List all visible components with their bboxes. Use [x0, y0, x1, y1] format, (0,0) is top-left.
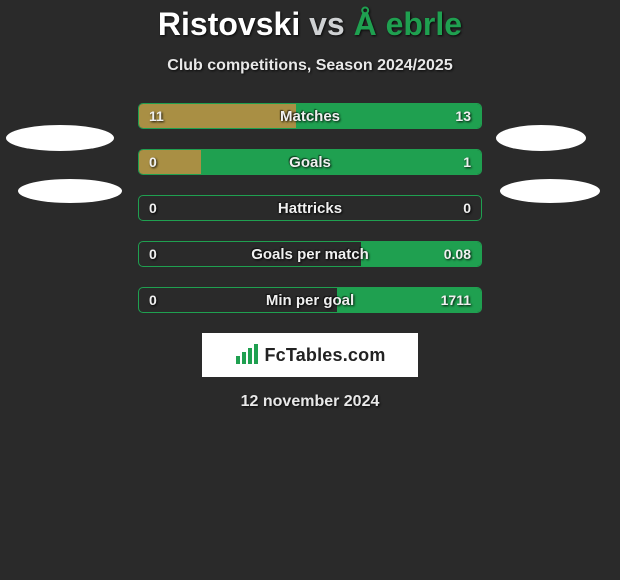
stat-row: 1113Matches — [138, 103, 482, 129]
subtitle: Club competitions, Season 2024/2025 — [0, 57, 620, 75]
stat-label: Matches — [139, 104, 481, 128]
vs-separator: vs — [300, 6, 353, 42]
stat-label: Hattricks — [139, 196, 481, 220]
decor-ellipse — [496, 125, 586, 151]
decor-ellipse — [6, 125, 114, 151]
brand-badge: FcTables.com — [202, 333, 418, 377]
stat-row: 01Goals — [138, 149, 482, 175]
decor-ellipse — [500, 179, 600, 203]
brand-text: FcTables.com — [264, 345, 385, 366]
stat-label: Goals — [139, 150, 481, 174]
decor-ellipse — [18, 179, 122, 203]
stat-rows: 1113Matches 01Goals 00Hattricks 00.08Goals … — [138, 103, 482, 313]
stat-label: Goals per match — [139, 242, 481, 266]
player2-name: Å ebrle — [354, 6, 462, 42]
player1-name: Ristovski — [158, 6, 300, 42]
stat-row: 00Hattricks — [138, 195, 482, 221]
page-title: Ristovski vs Å ebrle — [0, 0, 620, 43]
stat-row: 01711Min per goal — [138, 287, 482, 313]
stat-row: 00.08Goals per match — [138, 241, 482, 267]
date-text: 12 november 2024 — [0, 393, 620, 411]
comparison-area: 1113Matches 01Goals 00Hattricks 00.08Goals … — [0, 103, 620, 411]
brand-bars-icon — [234, 344, 260, 366]
stat-label: Min per goal — [139, 288, 481, 312]
